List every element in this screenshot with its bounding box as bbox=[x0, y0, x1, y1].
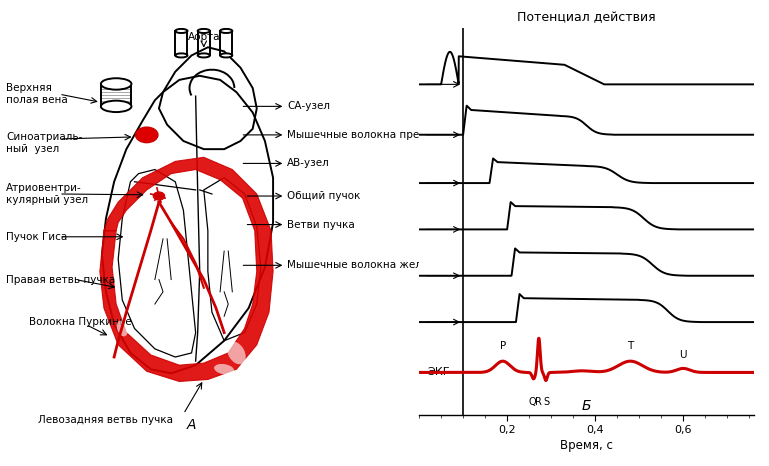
Text: P: P bbox=[500, 342, 506, 351]
X-axis label: Время, с: Время, с bbox=[560, 439, 613, 452]
Ellipse shape bbox=[220, 29, 232, 33]
Ellipse shape bbox=[220, 54, 232, 57]
Ellipse shape bbox=[175, 54, 188, 57]
Ellipse shape bbox=[198, 54, 210, 57]
Text: Аорта: Аорта bbox=[188, 32, 220, 42]
Ellipse shape bbox=[101, 101, 131, 112]
Text: T: T bbox=[628, 342, 634, 351]
Text: Ветви пучка: Ветви пучка bbox=[288, 219, 355, 230]
Ellipse shape bbox=[135, 127, 158, 143]
Polygon shape bbox=[100, 158, 273, 382]
Text: S: S bbox=[544, 397, 550, 407]
Text: Пучок Гиса: Пучок Гиса bbox=[6, 232, 68, 242]
Ellipse shape bbox=[117, 321, 128, 336]
Ellipse shape bbox=[101, 78, 131, 89]
Text: Верхняя
полая вена: Верхняя полая вена bbox=[6, 83, 68, 105]
Ellipse shape bbox=[175, 29, 188, 33]
Ellipse shape bbox=[227, 342, 246, 364]
Text: ЭКГ: ЭКГ bbox=[428, 367, 450, 377]
Text: Б: Б bbox=[581, 399, 591, 413]
Text: Левозадняя ветвь пучка: Левозадняя ветвь пучка bbox=[38, 415, 174, 425]
Text: Мышечные волокна желудочков: Мышечные волокна желудочков bbox=[288, 260, 467, 270]
Text: Синоатриаль-
ный  узел: Синоатриаль- ный узел bbox=[6, 132, 82, 154]
Text: Q: Q bbox=[529, 397, 537, 407]
Text: Общий пучок: Общий пучок bbox=[288, 191, 361, 201]
Text: Правая ветвь пучка: Правая ветвь пучка bbox=[6, 274, 115, 285]
Ellipse shape bbox=[214, 364, 235, 375]
Text: АВ-узел: АВ-узел bbox=[288, 158, 330, 168]
Ellipse shape bbox=[198, 29, 210, 33]
Text: R: R bbox=[535, 397, 542, 407]
Text: Атриовентри-
кулярный узел: Атриовентри- кулярный узел bbox=[6, 183, 88, 205]
Ellipse shape bbox=[153, 192, 165, 200]
Text: А: А bbox=[187, 418, 196, 432]
Text: U: U bbox=[680, 350, 687, 360]
Ellipse shape bbox=[234, 241, 247, 261]
Title: Потенциал действия: Потенциал действия bbox=[517, 11, 656, 24]
Text: Волокна Пуркинье: Волокна Пуркинье bbox=[28, 317, 131, 328]
Text: СА-узел: СА-узел bbox=[288, 102, 331, 111]
Text: Мышечные волокна предсердия: Мышечные волокна предсердия bbox=[288, 130, 466, 140]
